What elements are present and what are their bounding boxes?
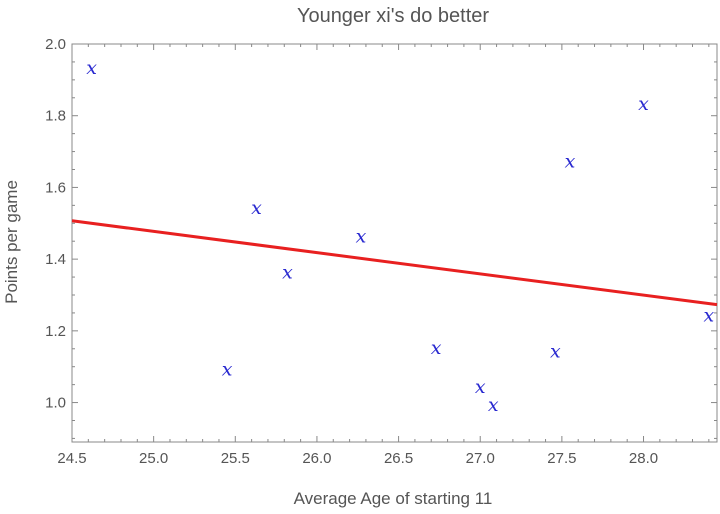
data-point: x (475, 376, 486, 398)
data-point: x (86, 57, 97, 79)
data-point: x (703, 305, 714, 327)
y-tick-label: 1.8 (45, 108, 66, 125)
data-point: x (356, 226, 367, 248)
data-point: x (565, 150, 576, 172)
data-point: x (488, 394, 499, 416)
x-tick-label: 24.5 (57, 450, 86, 467)
y-tick-label: 1.6 (45, 179, 66, 196)
x-tick-label: 25.0 (139, 450, 168, 467)
axis-ticks (71, 43, 717, 442)
x-tick-label: 28.0 (629, 450, 658, 467)
y-axis-label: Points per game (2, 180, 21, 304)
x-tick-label: 26.0 (302, 450, 331, 467)
data-point: x (431, 337, 442, 359)
tick-labels: 24.5 25.0 25.5 26.0 26.5 27.0 27.5 28.0 1.0 1.2 1.… (45, 36, 658, 467)
y-tick-label: 1.2 (45, 323, 66, 340)
chart-title: Younger xi's do better (297, 5, 489, 27)
data-point: x (550, 340, 561, 362)
y-tick-label: 1.0 (45, 395, 66, 412)
x-tick-label: 25.5 (221, 450, 250, 467)
y-tick-label: 2.0 (45, 36, 66, 53)
data-point: x (222, 358, 233, 380)
x-tick-label: 27.5 (547, 450, 576, 467)
x-tick-label: 27.0 (466, 450, 495, 467)
data-point: x (638, 93, 649, 115)
x-axis-label: Average Age of starting 11 (294, 489, 493, 508)
plot-border (71, 43, 718, 443)
data-point: x (282, 261, 293, 283)
y-tick-label: 1.4 (45, 251, 66, 268)
plot-frame (71, 43, 718, 443)
trend-line (71, 219, 718, 307)
data-point: x (251, 197, 262, 219)
x-tick-label: 26.5 (384, 450, 413, 467)
